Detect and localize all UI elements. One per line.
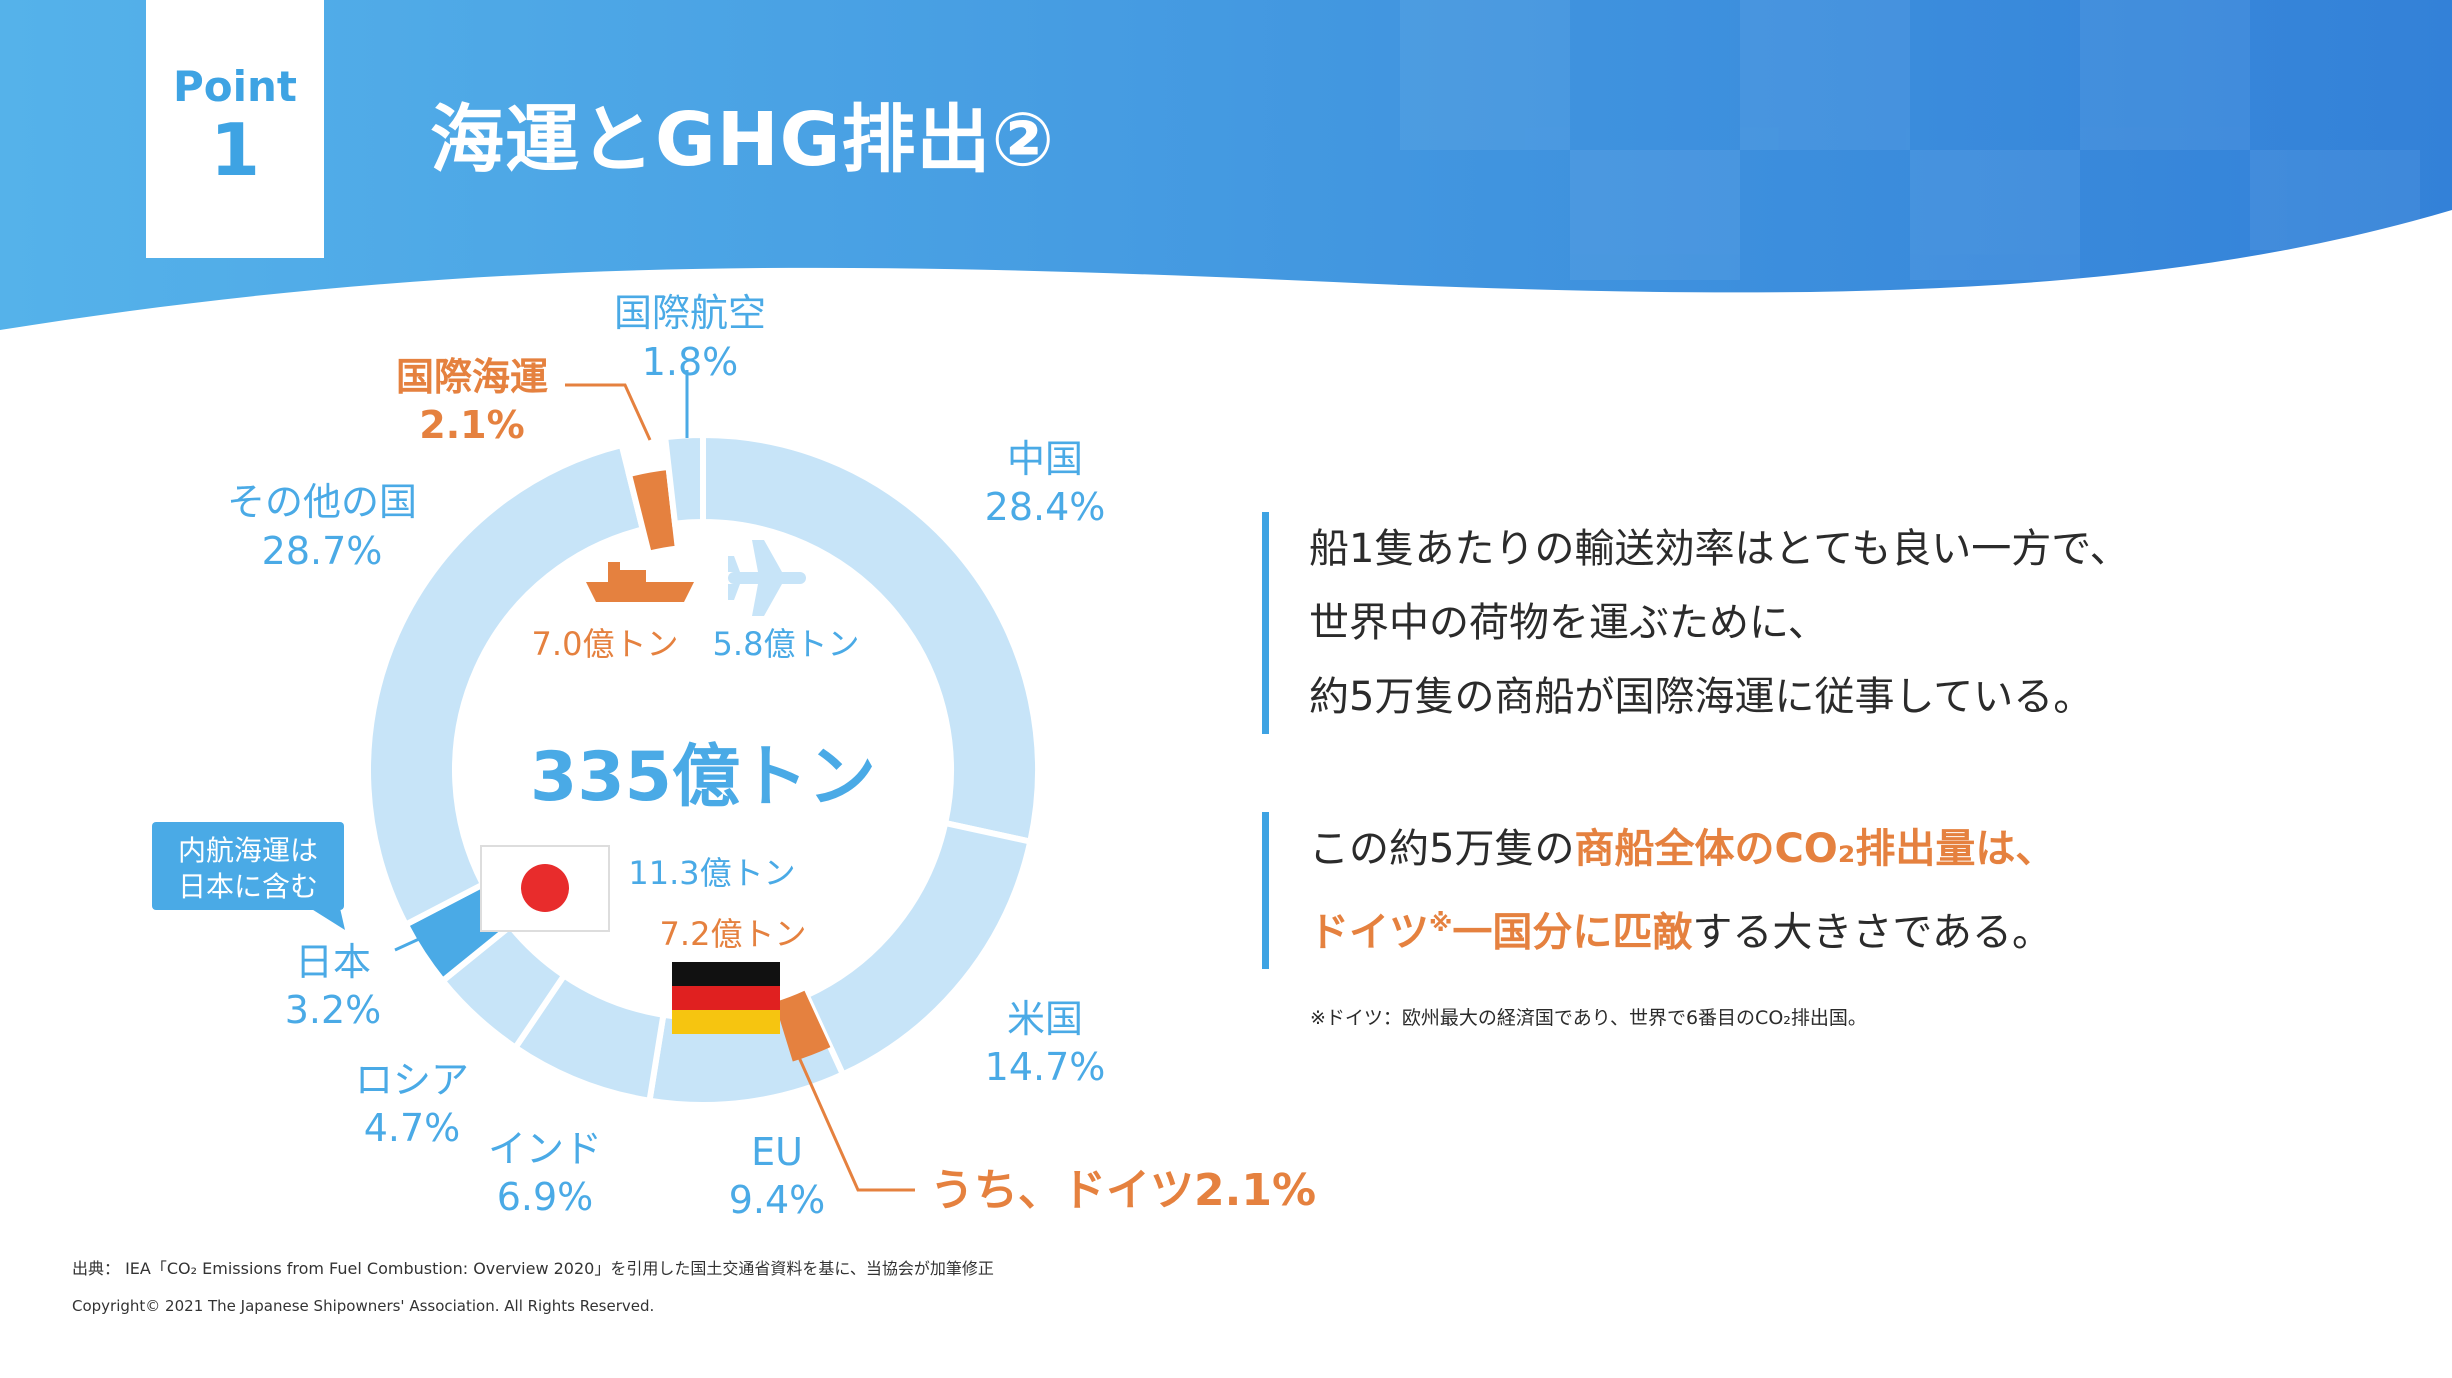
conclusion-pre: この約5万隻の [1309, 826, 1575, 872]
shipping-tons: 7.0億トン [532, 625, 679, 663]
explanation-line-1: 船1隻あたりの輸送効率はとても良い一方で、 [1309, 526, 2130, 572]
label-others-name: その他の国 [227, 480, 417, 524]
slice-8 [661, 431, 706, 527]
slice-1 [802, 819, 1034, 1079]
header-banner [0, 0, 2452, 330]
conclusion-highlight-1: 商船全体のCO₂排出量は、 [1574, 826, 2056, 872]
label-eu-name: EU [751, 1130, 803, 1174]
point-tab [146, 0, 324, 258]
footnote: ※ドイツ：欧州最大の経済国であり、世界で6番目のCO₂排出国。 [1310, 1007, 1867, 1029]
slice-germany [774, 990, 831, 1062]
point-number: 1 [209, 108, 261, 192]
footnote-mark: ※ [1429, 909, 1453, 937]
conclusion-line-2: ドイツ※一国分に匹敵する大きさである。 [1309, 886, 2055, 969]
conclusion-line-1: この約5万隻の商船全体のCO₂排出量は、 [1309, 812, 2055, 886]
conclusion-post: する大きさである。 [1692, 909, 2052, 956]
label-others-value: 28.7% [262, 529, 383, 573]
airplane-icon [728, 540, 806, 616]
slice-7 [625, 463, 682, 558]
explanation-line-3: 約5万隻の商船が国際海運に従事している。 [1309, 674, 2094, 720]
center-total: 335億トン [530, 738, 876, 817]
leader-japan [394, 932, 431, 952]
explanation-block-2: この約5万隻の商船全体のCO₂排出量は、 ドイツ※一国分に匹敵する大きさである。 [1262, 812, 2055, 970]
source-citation: 出典： IEA「CO₂ Emissions from Fuel Combusti… [72, 1259, 994, 1278]
japan-flag-icon [480, 845, 610, 932]
label-india-name: インド [488, 1127, 602, 1171]
japan-tons: 11.3億トン [628, 854, 795, 892]
conclusion-highlight-3: 一国分に匹敵 [1452, 909, 1693, 956]
label-us-value: 14.7% [985, 1045, 1106, 1089]
label-aviation-value: 1.8% [642, 340, 739, 384]
label-aviation-name: 国際航空 [614, 291, 766, 335]
leader-shipping [565, 383, 652, 441]
domestic-shipping-callout: 内航海運は 日本に含む [152, 822, 345, 930]
label-germany-sub: うち、ドイツ2.1% [930, 1165, 1316, 1216]
slice-0 [700, 431, 1041, 846]
leader-germany [796, 1054, 915, 1192]
germany-flag-icon [672, 962, 780, 1034]
page-title: 海運とGHG排出② [430, 97, 1056, 183]
callout-line1: 内航海運は [178, 834, 318, 867]
slice-6 [365, 441, 647, 929]
label-russia-name: ロシア [355, 1058, 469, 1102]
explanation-block-1: 船1隻あたりの輸送効率はとても良い一方で、 世界中の荷物を運ぶために、 約5万隻… [1262, 512, 2130, 734]
ship-icon [586, 562, 694, 602]
label-eu-value: 9.4% [729, 1178, 826, 1222]
label-japan-name: 日本 [295, 940, 371, 984]
copyright: Copyright© 2021 The Japanese Shipowners'… [72, 1297, 655, 1315]
label-shipping-name: 国際海運 [396, 355, 548, 399]
aviation-tons: 5.8億トン [713, 625, 860, 663]
label-india-value: 6.9% [497, 1175, 594, 1219]
label-china-name: 中国 [1007, 437, 1083, 481]
label-shipping-value: 2.1% [419, 403, 524, 447]
label-us-name: 米国 [1007, 997, 1083, 1041]
label-japan-value: 3.2% [285, 988, 382, 1032]
label-russia-value: 4.7% [364, 1106, 461, 1150]
explanation-line-2: 世界中の荷物を運ぶために、 [1309, 600, 1828, 646]
conclusion-highlight-2: ドイツ [1309, 909, 1429, 956]
point-label: Point [172, 62, 297, 111]
germany-tons: 7.2億トン [660, 915, 807, 953]
label-china-value: 28.4% [985, 485, 1106, 529]
callout-line2: 日本に含む [178, 870, 318, 903]
